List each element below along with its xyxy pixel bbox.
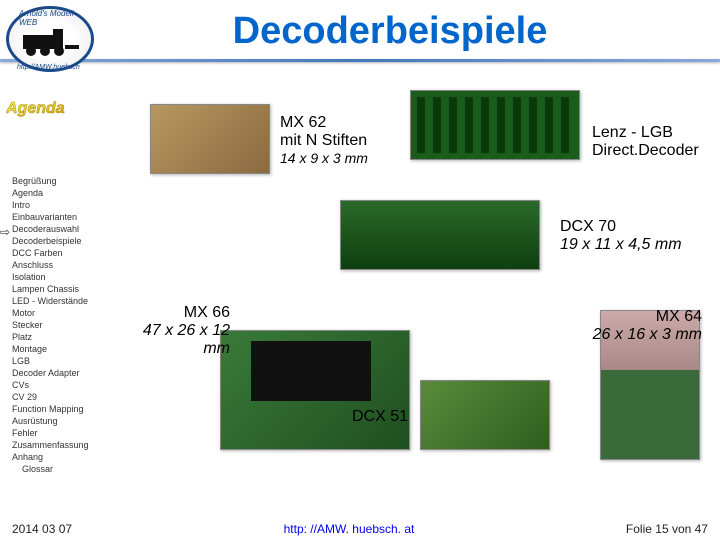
- mx62-label: MX 62 mit N Stiften 14 x 9 x 3 mm: [280, 114, 368, 166]
- dcx70-image: [340, 200, 540, 270]
- mx66-label: MX 66 47 x 26 x 12 mm: [120, 304, 230, 358]
- lenz-label: Lenz - LGB Direct.Decoder: [592, 124, 699, 160]
- sidebar-item[interactable]: Decoderbeispiele: [12, 235, 142, 247]
- dcx51-label: DCX 51: [352, 408, 408, 426]
- agenda-word: Agenda: [6, 100, 65, 117]
- sidebar-item[interactable]: Agenda: [12, 187, 142, 199]
- footer: 2014 03 07 http: //AMW. huebsch. at Foli…: [0, 522, 720, 536]
- agenda-label-graphic: Agenda: [6, 95, 66, 124]
- mx62-name: MX 62: [280, 114, 368, 132]
- mx64-dim: 26 x 16 x 3 mm: [562, 326, 702, 344]
- sidebar-item[interactable]: Decoderauswahl: [12, 223, 142, 235]
- dcx70-name: DCX 70: [560, 218, 682, 236]
- logo-top-text: Arnold's Modell WEB: [19, 9, 91, 27]
- content-area: MX 62 mit N Stiften 14 x 9 x 3 mm Lenz -…: [130, 90, 714, 512]
- lenz-name: Lenz - LGB: [592, 124, 699, 142]
- dcx70-label: DCX 70 19 x 11 x 4,5 mm: [560, 218, 682, 254]
- sidebar-item[interactable]: Isolation: [12, 271, 142, 283]
- sidebar-item[interactable]: Intro: [12, 199, 142, 211]
- sidebar-item[interactable]: Anschluss: [12, 259, 142, 271]
- sidebar-item[interactable]: Lampen Chassis: [12, 283, 142, 295]
- footer-url[interactable]: http: //AMW. huebsch. at: [284, 522, 415, 536]
- footer-date: 2014 03 07: [12, 522, 72, 536]
- sidebar-item[interactable]: Glossar: [12, 463, 142, 475]
- logo-circle: Arnold's Modell WEB http://AMW.huebsch: [6, 6, 94, 72]
- sidebar-item[interactable]: CV 29: [12, 391, 142, 403]
- train-icon: [21, 27, 81, 57]
- sidebar-item[interactable]: DCC Farben: [12, 247, 142, 259]
- sidebar-item[interactable]: Fehler: [12, 427, 142, 439]
- dcx51-name: DCX 51: [352, 408, 408, 426]
- mx66-image: [220, 330, 410, 450]
- sidebar-item[interactable]: Function Mapping: [12, 403, 142, 415]
- sidebar-item[interactable]: Ausrüstung: [12, 415, 142, 427]
- mx62-sub: mit N Stiften: [280, 132, 368, 150]
- sidebar-item[interactable]: Einbauvarianten: [12, 211, 142, 223]
- mx62-dim: 14 x 9 x 3 mm: [280, 150, 368, 166]
- footer-slide: Folie 15 von 47: [626, 522, 708, 536]
- sidebar-item[interactable]: Begrüßung: [12, 175, 142, 187]
- sidebar-item[interactable]: Zusammenfassung: [12, 439, 142, 451]
- lenz-sub: Direct.Decoder: [592, 142, 699, 160]
- lenz-image: [410, 90, 580, 160]
- sidebar-item[interactable]: CVs: [12, 379, 142, 391]
- mx62-image: [150, 104, 270, 174]
- mx64-label: MX 64 26 x 16 x 3 mm: [562, 308, 702, 344]
- sidebar-item[interactable]: Anhang: [12, 451, 142, 463]
- page-title: Decoderbeispiele: [60, 0, 720, 53]
- mx66-name: MX 66: [120, 304, 230, 322]
- dcx70-dim: 19 x 11 x 4,5 mm: [560, 236, 682, 254]
- current-arrow-icon: ⇨: [0, 225, 10, 239]
- logo: Arnold's Modell WEB http://AMW.huebsch: [6, 6, 101, 78]
- logo-bottom-text: http://AMW.huebsch: [17, 64, 80, 71]
- dcx51-image: [420, 380, 550, 450]
- mx66-dim: 47 x 26 x 12 mm: [120, 322, 230, 358]
- title-rule: [0, 59, 720, 62]
- sidebar-item[interactable]: Decoder Adapter: [12, 367, 142, 379]
- mx64-name: MX 64: [562, 308, 702, 326]
